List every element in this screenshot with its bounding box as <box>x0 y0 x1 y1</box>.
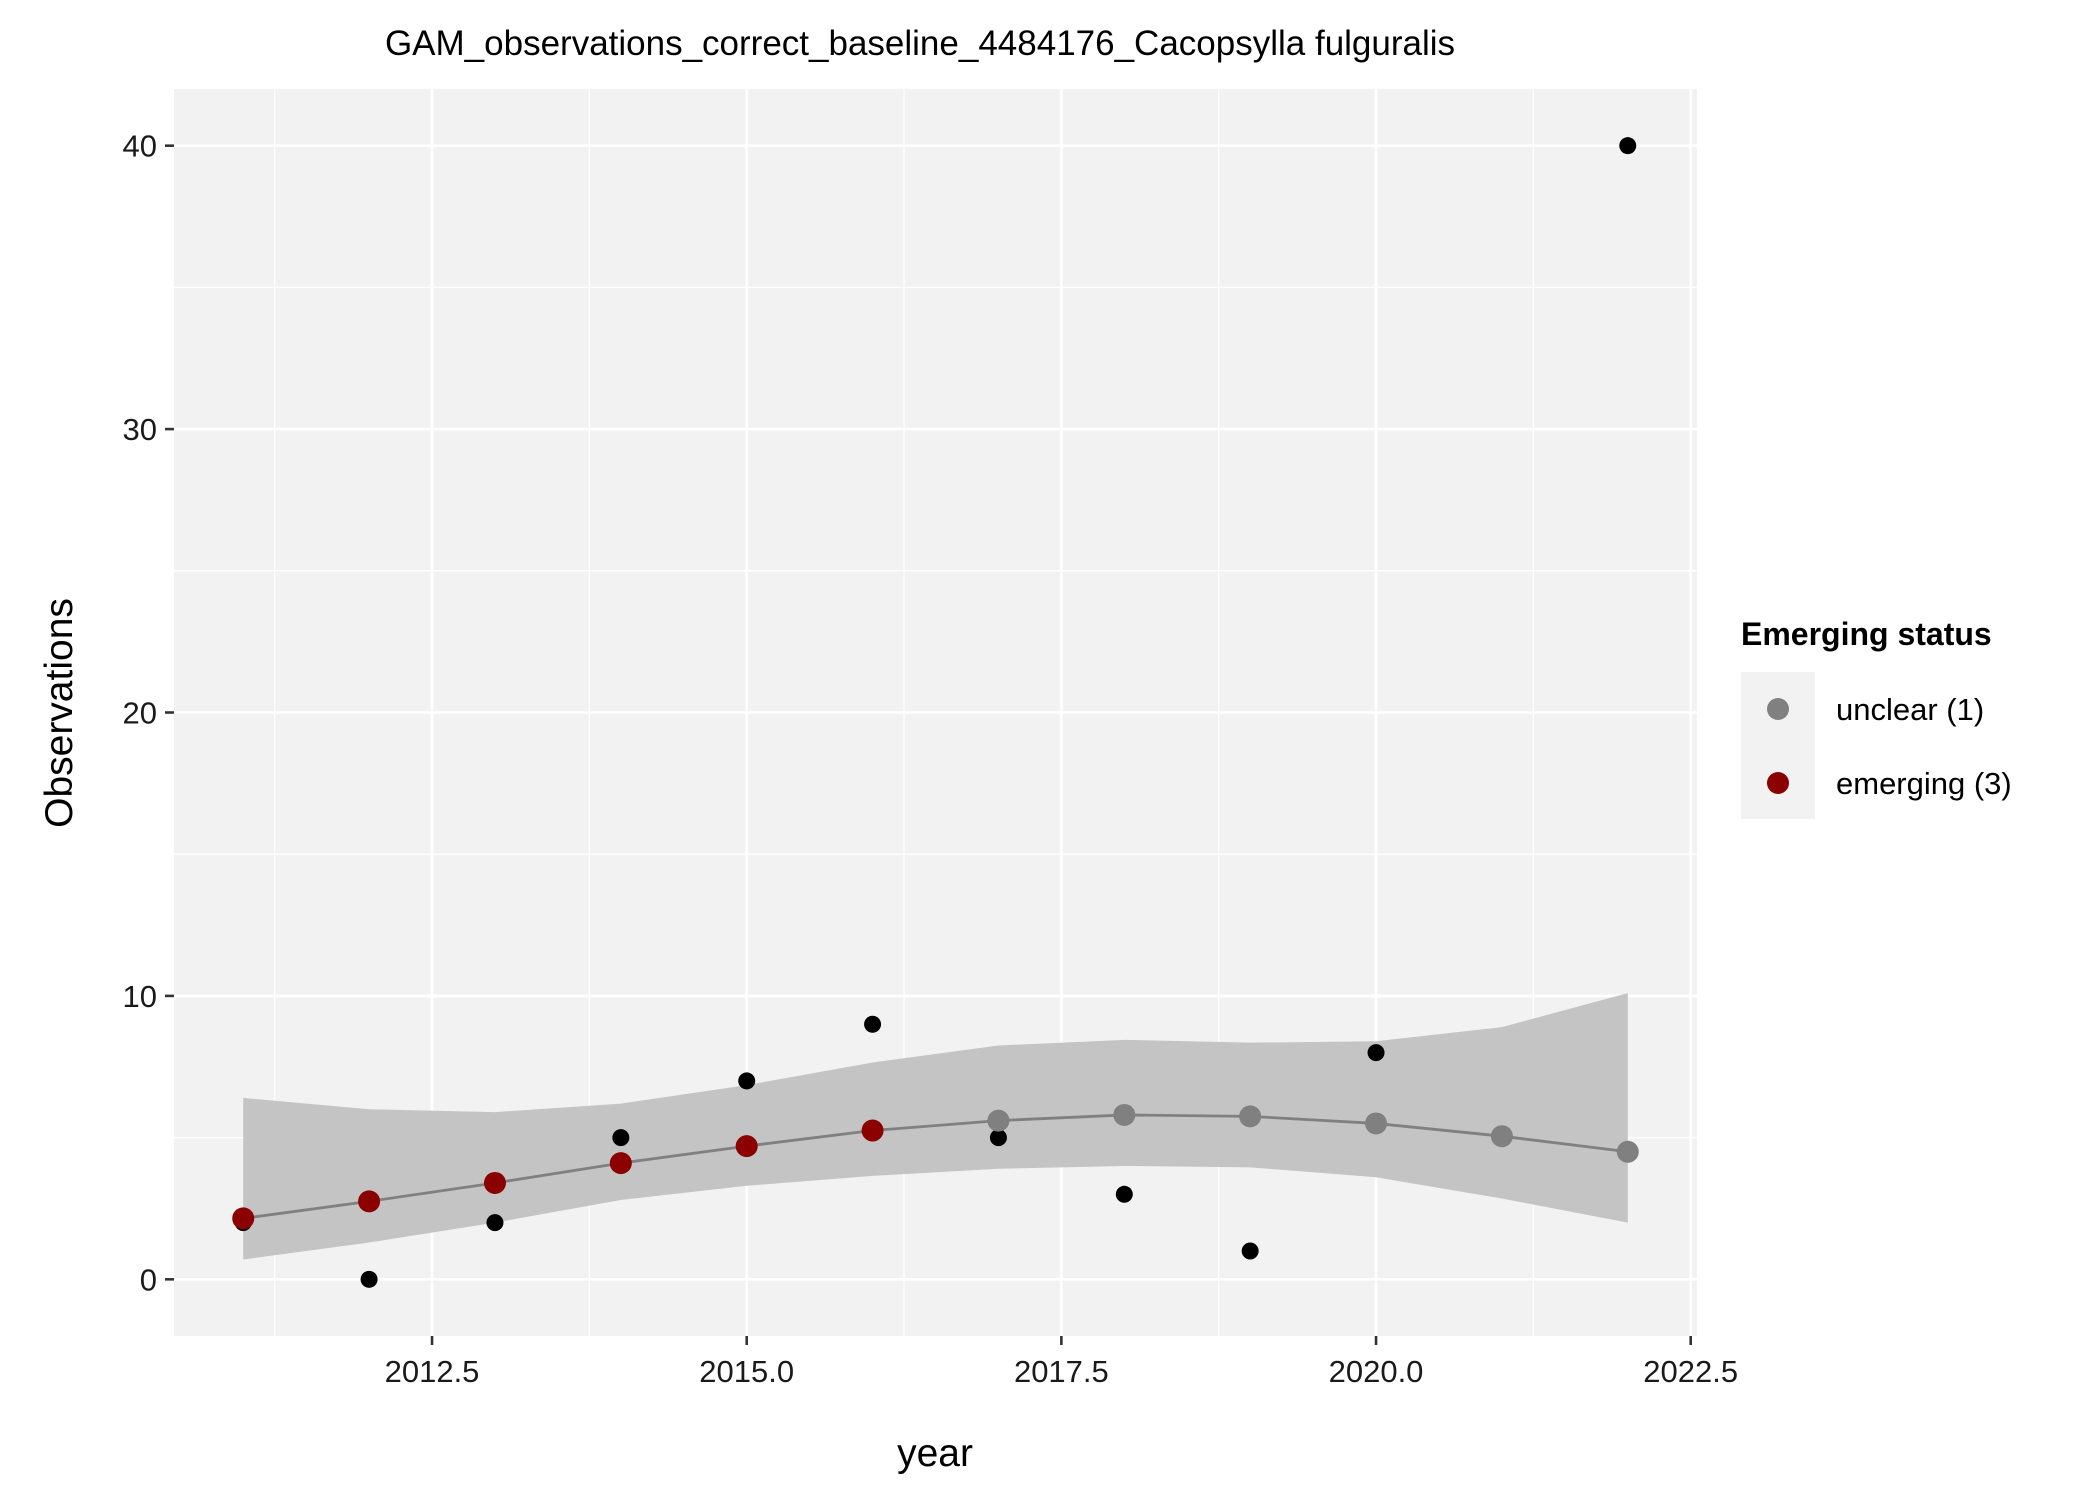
x-tick-label: 2020.0 <box>1329 1354 1424 1389</box>
y-axis: 0 10 20 30 40 <box>123 129 174 1297</box>
legend-keys-background <box>1741 672 1815 819</box>
legend-title: Emerging status <box>1741 616 1992 652</box>
observation-point <box>738 1072 756 1090</box>
x-tick-label: 2022.5 <box>1643 1354 1738 1389</box>
observation-point <box>1241 1242 1259 1260</box>
x-tick-label: 2012.5 <box>385 1354 480 1389</box>
legend-label-emerging: emerging (3) <box>1836 766 2012 801</box>
y-tick-label: 20 <box>123 696 157 731</box>
x-tick-label: 2017.5 <box>1014 1354 1109 1389</box>
observation-point <box>1367 1044 1385 1062</box>
observation-point <box>486 1214 504 1232</box>
gam-fit-point <box>1616 1140 1639 1163</box>
gam-fit-point <box>358 1190 381 1213</box>
y-tick-label: 40 <box>123 129 157 164</box>
gam-fit-point <box>232 1207 255 1230</box>
gam-fit-point <box>1490 1125 1513 1148</box>
gam-fit-point <box>483 1171 506 1194</box>
legend-label-unclear: unclear (1) <box>1836 692 1984 727</box>
observation-point <box>864 1015 882 1033</box>
observation-point <box>1115 1185 1133 1203</box>
x-axis: 2012.5 2015.0 2017.5 2020.0 2022.5 <box>385 1336 1738 1389</box>
legend-key-unclear <box>1767 698 1789 720</box>
x-axis-title: year <box>897 1432 973 1475</box>
observation-point <box>612 1129 630 1147</box>
legend-items: unclear (1) emerging (3) <box>1767 692 2012 801</box>
gam-fit-points <box>232 1103 1639 1230</box>
legend: Emerging status unclear (1) emerging (3) <box>1741 616 2012 819</box>
y-tick-label: 10 <box>123 979 157 1014</box>
legend-key-emerging <box>1767 772 1789 794</box>
observation-point <box>989 1129 1007 1147</box>
gam-fit-point <box>735 1135 758 1158</box>
gam-fit-point <box>1113 1103 1136 1126</box>
y-tick-label: 0 <box>140 1262 157 1297</box>
gam-fit-point <box>861 1119 884 1142</box>
gam-fit-line <box>243 1113 1628 1220</box>
observation-point <box>360 1270 378 1288</box>
chart-title: GAM_observations_correct_baseline_448417… <box>385 24 1455 63</box>
gam-fit-point <box>609 1152 632 1175</box>
observation-point <box>1619 137 1637 155</box>
gam-fit-point <box>1365 1112 1388 1135</box>
y-tick-label: 30 <box>123 412 157 447</box>
x-tick-label: 2015.0 <box>699 1354 794 1389</box>
gam-fit-point <box>987 1109 1010 1132</box>
y-axis-title: Observations <box>38 598 81 828</box>
gam-fit-point <box>1239 1105 1262 1128</box>
